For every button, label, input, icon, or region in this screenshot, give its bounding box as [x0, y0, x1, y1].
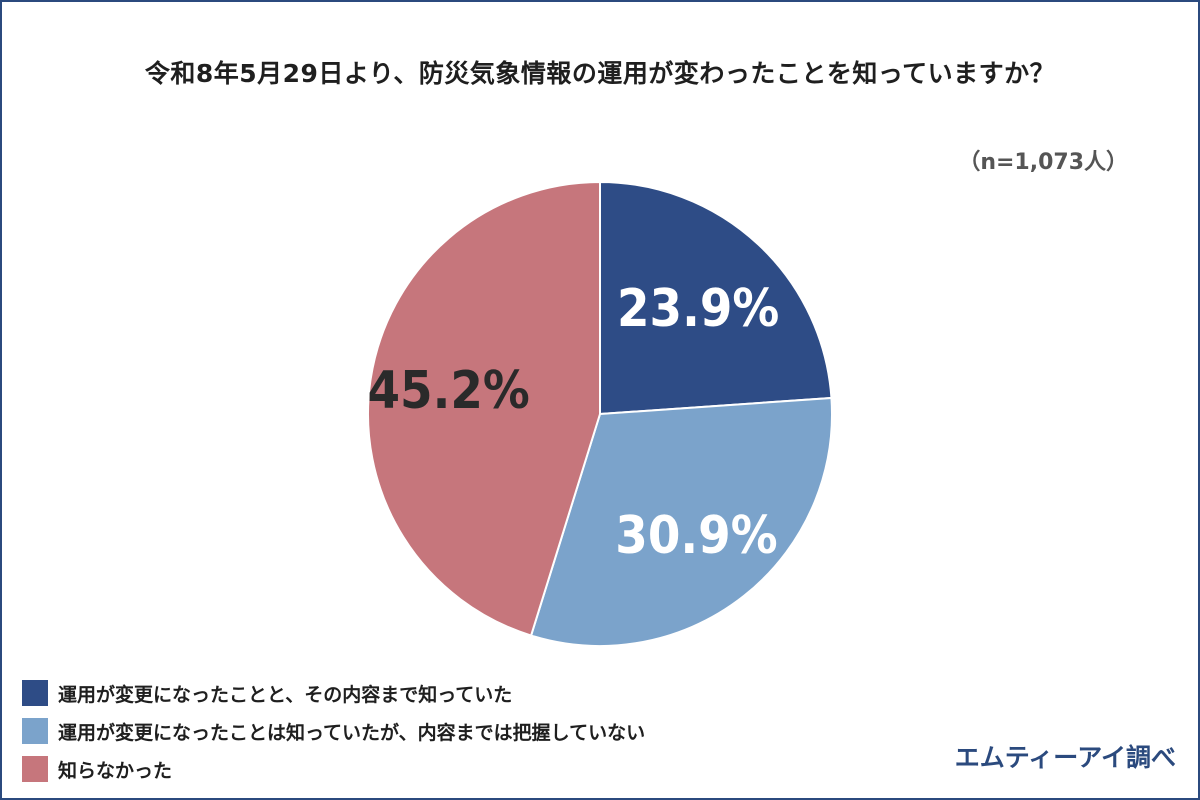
source-note: エムティーアイ調べ [954, 743, 1176, 772]
slice-value-label-3: 45.2% [367, 361, 529, 421]
legend-item-1: 運用が変更になったことと、その内容まで知っていた [22, 674, 645, 712]
pie-slice-2 [529, 396, 833, 647]
chart-legend: 運用が変更になったことと、その内容まで知っていた運用が変更になったことは知ってい… [22, 674, 645, 788]
pie-slice-1 [599, 180, 833, 416]
legend-item-2: 運用が変更になったことは知っていたが、内容までは把握していない [22, 712, 645, 750]
slice-value-label-2: 30.9% [615, 506, 777, 566]
legend-swatch [22, 680, 48, 706]
legend-swatch [22, 756, 48, 782]
legend-item-3: 知らなかった [22, 750, 645, 788]
legend-swatch [22, 718, 48, 744]
chart-title: 令和8年5月29日より、防災気象情報の運用が変わったことを知っていますか？ [144, 59, 1056, 88]
sample-size: （n=1,073人） [958, 150, 1128, 175]
legend-label: 知らなかった [58, 759, 173, 782]
legend-label: 運用が変更になったことと、その内容まで知っていた [58, 683, 513, 706]
slice-value-label-1: 23.9% [617, 279, 779, 339]
pie-slice-3 [367, 180, 601, 637]
legend-label: 運用が変更になったことは知っていたが、内容までは把握していない [58, 721, 646, 744]
